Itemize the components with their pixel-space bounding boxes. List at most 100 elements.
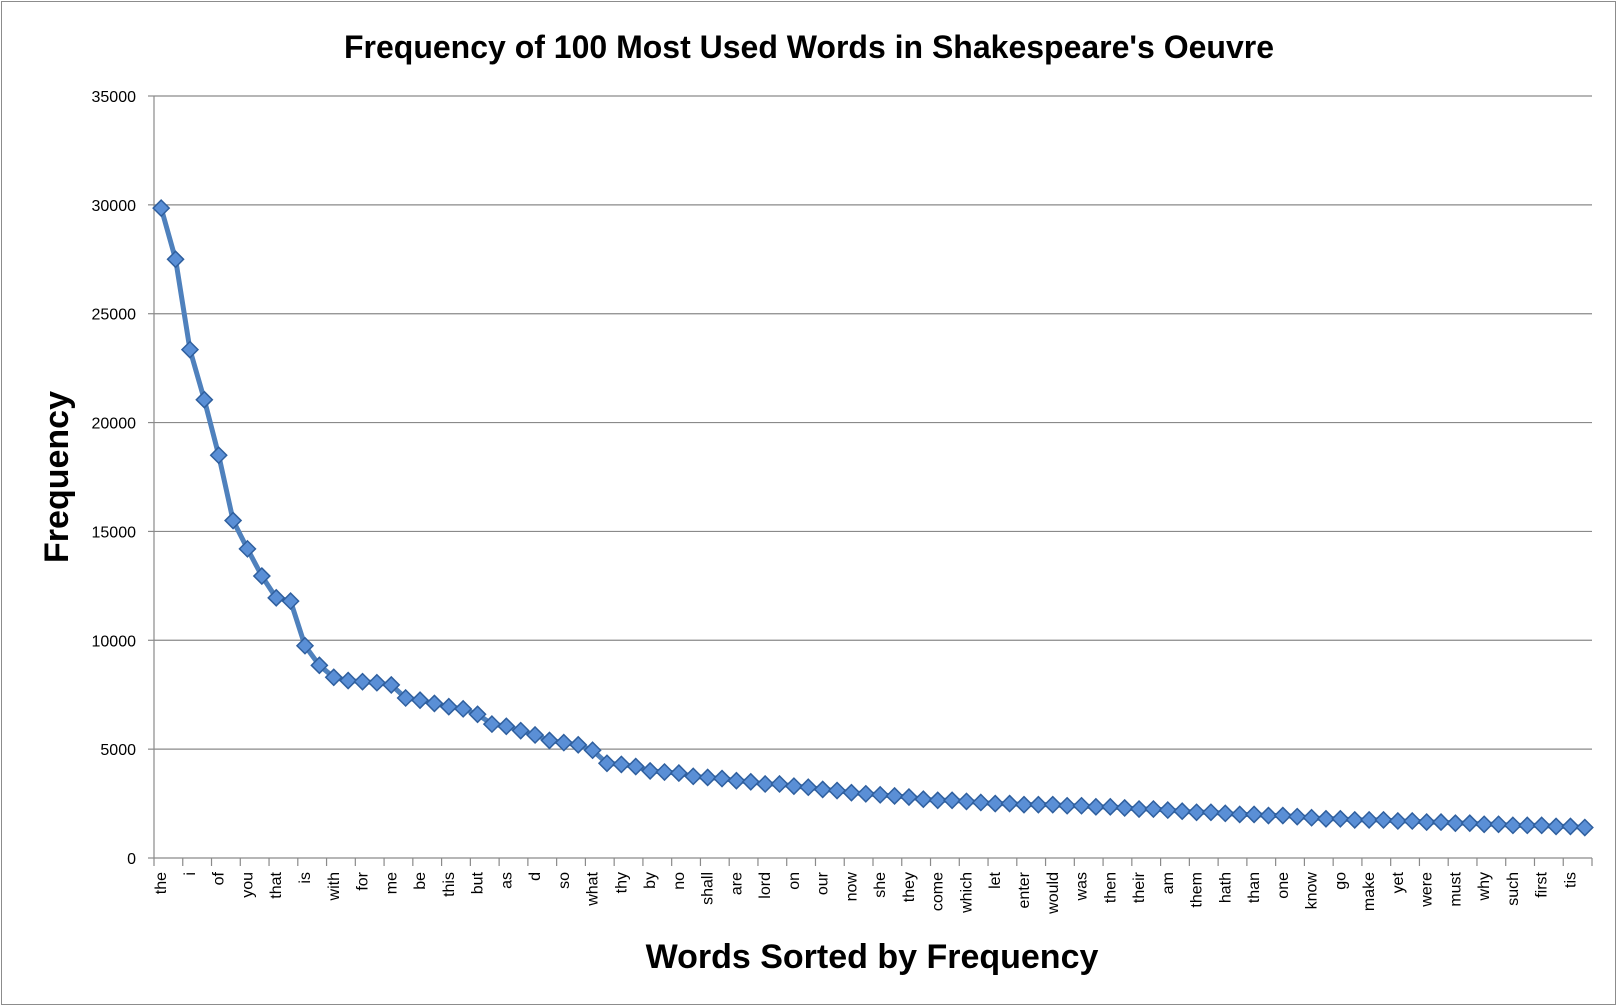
x-tick-label: the [153, 872, 170, 894]
data-point-marker [583, 741, 602, 760]
data-point-marker [943, 791, 962, 810]
data-point-marker [1316, 809, 1336, 828]
x-tick-label: with [326, 872, 343, 901]
x-tick-label: must [1447, 871, 1464, 906]
data-point-marker [310, 656, 329, 675]
gridlines [148, 95, 1592, 859]
data-point-marker [1345, 810, 1364, 829]
data-point-marker [727, 771, 746, 790]
data-point-marker [827, 781, 847, 800]
x-tick-label: no [671, 872, 688, 890]
data-point-marker [712, 769, 732, 788]
data-point-marker [339, 671, 358, 690]
data-point-marker [1388, 811, 1407, 831]
data-point-marker [1144, 799, 1163, 819]
chart-title: Frequency of 100 Most Used Words in Shak… [344, 29, 1274, 65]
x-tick-label: as [498, 872, 515, 889]
data-point-marker [482, 715, 501, 734]
x-tick-label: what [585, 871, 602, 906]
x-tick-label: of [211, 871, 228, 885]
x-tick-label: am [1160, 872, 1177, 894]
y-tick-labels: 0 5000 10000 15000 20000 25000 30000 35000 [92, 89, 137, 868]
x-axis-title: Words Sorted by Frequency [646, 938, 1099, 976]
data-point-marker [684, 767, 703, 786]
data-point-marker [1546, 817, 1566, 836]
data-point-marker [1259, 806, 1278, 825]
data-point-marker [1331, 809, 1350, 828]
x-tick-label: would [1045, 872, 1062, 915]
x-tick-label: me [383, 872, 400, 894]
x-tick-label: were [1419, 872, 1436, 908]
x-tick-label: why [1476, 872, 1493, 901]
data-point-marker [511, 721, 530, 740]
data-point-marker [1230, 805, 1249, 824]
data-point-marker [295, 636, 315, 655]
data-point-marker [698, 768, 717, 787]
x-tick-label: go [1332, 872, 1349, 890]
y-tick-label: 10000 [92, 633, 137, 650]
data-point-marker [1101, 797, 1120, 816]
data-point-marker [1360, 810, 1379, 829]
data-point-marker [252, 566, 271, 586]
data-point-marker [971, 793, 990, 812]
x-tick-label: be [412, 872, 429, 890]
data-point-marker [224, 511, 243, 530]
x-tick-labels: the i of you that is with for me be this but as d so wh… [153, 871, 1579, 914]
x-tick-label: yet [1390, 871, 1407, 893]
x-tick-label: you [239, 872, 256, 898]
series-markers [152, 199, 1594, 837]
data-point-marker [856, 784, 875, 803]
x-tick-label: is [297, 872, 314, 884]
data-point-marker [454, 699, 473, 718]
x-tick-label: shall [700, 872, 717, 905]
x-tick-label: tis [1562, 872, 1579, 888]
data-point-marker [1115, 798, 1134, 817]
data-point-marker [928, 791, 947, 810]
data-point-marker [1431, 813, 1451, 832]
x-tick-label: them [1189, 872, 1206, 908]
data-point-marker [1288, 807, 1307, 826]
data-point-marker [1173, 802, 1192, 821]
data-point-marker [324, 668, 343, 687]
data-point-marker [1374, 810, 1393, 829]
data-point-marker [554, 733, 573, 752]
data-point-marker [195, 390, 214, 409]
y-axis-title: Frequency [38, 391, 76, 563]
x-tick-label: by [642, 872, 659, 889]
data-point-marker [1302, 808, 1321, 827]
y-tick-label: 5000 [100, 742, 136, 759]
data-point-marker [439, 697, 458, 716]
x-tick-label: so [556, 872, 573, 889]
x-tick-label: are [728, 872, 745, 895]
data-point-marker [526, 725, 545, 745]
data-point-marker [1029, 795, 1048, 814]
data-point-marker [1072, 796, 1091, 815]
x-tick-label: then [1102, 872, 1119, 903]
x-tick-label: but [470, 871, 487, 894]
data-point-marker [367, 673, 386, 692]
data-point-marker [612, 755, 631, 774]
data-point-marker [1014, 795, 1034, 814]
x-tick-label: hath [1217, 872, 1234, 903]
data-point-marker [1532, 816, 1551, 835]
x-tick-label: let [987, 871, 1004, 888]
data-point-marker [209, 446, 228, 465]
data-point-marker [641, 761, 660, 780]
x-tick-label: lord [757, 872, 774, 899]
data-point-marker [1129, 799, 1149, 819]
x-tick-marks [153, 858, 1593, 866]
data-point-marker [1058, 796, 1077, 815]
data-point-marker [267, 588, 286, 607]
data-point-marker [1561, 817, 1580, 836]
data-point-marker [1000, 794, 1019, 813]
data-point-marker [655, 762, 674, 782]
data-point-marker [1518, 816, 1537, 835]
data-point-marker [1201, 803, 1220, 822]
data-point-marker [410, 691, 430, 710]
data-point-marker [1417, 813, 1436, 832]
data-point-marker [842, 783, 861, 802]
y-tick-label: 0 [127, 851, 136, 868]
x-tick-label: one [1275, 872, 1292, 899]
data-point-marker [1403, 811, 1422, 831]
